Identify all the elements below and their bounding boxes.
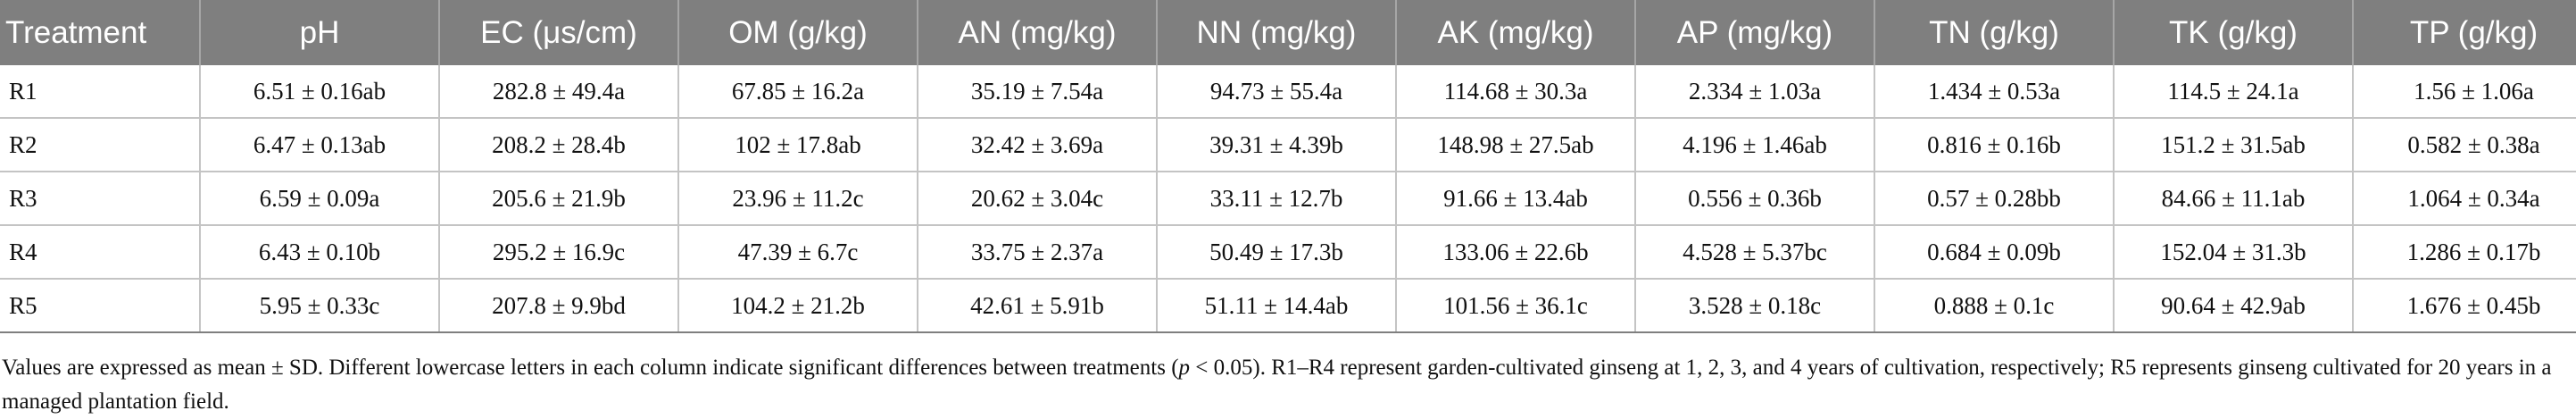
table-cell: R3 [0, 172, 201, 226]
table-row: R5 5.95 ± 0.33c 207.8 ± 9.9bd 104.2 ± 21… [0, 279, 2576, 333]
table-cell: 32.42 ± 3.69a [918, 118, 1158, 172]
table-cell: 295.2 ± 16.9c [439, 225, 679, 280]
table-cell: 6.47 ± 0.13ab [200, 118, 440, 172]
table-cell: 91.66 ± 13.4ab [1396, 172, 1636, 226]
table-cell: 4.196 ± 1.46ab [1635, 118, 1875, 172]
table-cell: 1.286 ± 0.17b [2353, 225, 2576, 280]
table-row: R3 6.59 ± 0.09a 205.6 ± 21.9b 23.96 ± 11… [0, 172, 2576, 226]
table-cell: 23.96 ± 11.2c [678, 172, 918, 226]
table-cell: 35.19 ± 7.54a [918, 65, 1158, 119]
column-header-nn: NN (mg/kg) [1157, 0, 1397, 65]
table-cell: 0.888 ± 0.1c [1874, 279, 2115, 333]
column-header-om: OM (g/kg) [678, 0, 918, 65]
table-cell: 151.2 ± 31.5ab [2114, 118, 2354, 172]
table-cell: 0.57 ± 0.28bb [1874, 172, 2115, 226]
table-cell: 5.95 ± 0.33c [200, 279, 440, 333]
column-header-ap: AP (mg/kg) [1635, 0, 1875, 65]
table-footnote: Values are expressed as mean ± SD. Diffe… [0, 333, 2567, 419]
table-cell: 6.51 ± 0.16ab [200, 65, 440, 119]
column-header-tn: TN (g/kg) [1874, 0, 2115, 65]
table-cell: 84.66 ± 11.1ab [2114, 172, 2354, 226]
column-header-ec: EC (μs/cm) [439, 0, 679, 65]
table-cell: 33.11 ± 12.7b [1157, 172, 1397, 226]
table-cell: 20.62 ± 3.04c [918, 172, 1158, 226]
footnote-text-start: Values are expressed as mean ± SD. Diffe… [2, 356, 1179, 380]
table-cell: 2.334 ± 1.03a [1635, 65, 1875, 119]
table-cell: 6.59 ± 0.09a [200, 172, 440, 226]
column-header-tp: TP (g/kg) [2353, 0, 2576, 65]
column-header-treatment: Treatment [0, 0, 201, 65]
table-cell: 50.49 ± 17.3b [1157, 225, 1397, 280]
table-cell: 3.528 ± 0.18c [1635, 279, 1875, 333]
table-cell: 282.8 ± 49.4a [439, 65, 679, 119]
soil-properties-table: Treatment pH EC (μs/cm) OM (g/kg) AN (mg… [0, 0, 2576, 333]
table-cell: 42.61 ± 5.91b [918, 279, 1158, 333]
table-cell: 0.556 ± 0.36b [1635, 172, 1875, 226]
table-cell: 152.04 ± 31.3b [2114, 225, 2354, 280]
table-cell: 6.43 ± 0.10b [200, 225, 440, 280]
header-row: Treatment pH EC (μs/cm) OM (g/kg) AN (mg… [0, 0, 2576, 65]
table-cell: 33.75 ± 2.37a [918, 225, 1158, 280]
table-cell: 104.2 ± 21.2b [678, 279, 918, 333]
table-cell: R4 [0, 225, 201, 280]
table-cell: R1 [0, 65, 201, 119]
column-header-an: AN (mg/kg) [918, 0, 1158, 65]
table-cell: 94.73 ± 55.4a [1157, 65, 1397, 119]
table-cell: R5 [0, 279, 201, 333]
table-cell: R2 [0, 118, 201, 172]
column-header-tk: TK (g/kg) [2114, 0, 2354, 65]
footnote-text-end: < 0.05). R1–R4 represent garden-cultivat… [2, 356, 2552, 414]
table-cell: 0.816 ± 0.16b [1874, 118, 2115, 172]
table-cell: 101.56 ± 36.1c [1396, 279, 1636, 333]
table-cell: 47.39 ± 6.7c [678, 225, 918, 280]
table-cell: 102 ± 17.8ab [678, 118, 918, 172]
table-cell: 4.528 ± 5.37bc [1635, 225, 1875, 280]
table-cell: 148.98 ± 27.5ab [1396, 118, 1636, 172]
table-cell: 114.5 ± 24.1a [2114, 65, 2354, 119]
table-cell: 0.684 ± 0.09b [1874, 225, 2115, 280]
table-cell: 205.6 ± 21.9b [439, 172, 679, 226]
table-cell: 51.11 ± 14.4ab [1157, 279, 1397, 333]
table-row: R4 6.43 ± 0.10b 295.2 ± 16.9c 47.39 ± 6.… [0, 225, 2576, 280]
table-cell: 208.2 ± 28.4b [439, 118, 679, 172]
table-cell: 1.434 ± 0.53a [1874, 65, 2115, 119]
table-cell: 39.31 ± 4.39b [1157, 118, 1397, 172]
column-header-ph: pH [200, 0, 440, 65]
table-cell: 67.85 ± 16.2a [678, 65, 918, 119]
table-cell: 0.582 ± 0.38a [2353, 118, 2576, 172]
table-row: R2 6.47 ± 0.13ab 208.2 ± 28.4b 102 ± 17.… [0, 118, 2576, 172]
table-cell: 133.06 ± 22.6b [1396, 225, 1636, 280]
table-cell: 1.064 ± 0.34a [2353, 172, 2576, 226]
table-cell: 207.8 ± 9.9bd [439, 279, 679, 333]
table-cell: 1.56 ± 1.06a [2353, 65, 2576, 119]
table-cell: 90.64 ± 42.9ab [2114, 279, 2354, 333]
footnote-p-symbol: p [1178, 356, 1191, 380]
table-cell: 114.68 ± 30.3a [1396, 65, 1636, 119]
table-cell: 1.676 ± 0.45b [2353, 279, 2576, 333]
column-header-ak: AK (mg/kg) [1396, 0, 1636, 65]
table-row: R1 6.51 ± 0.16ab 282.8 ± 49.4a 67.85 ± 1… [0, 65, 2576, 119]
